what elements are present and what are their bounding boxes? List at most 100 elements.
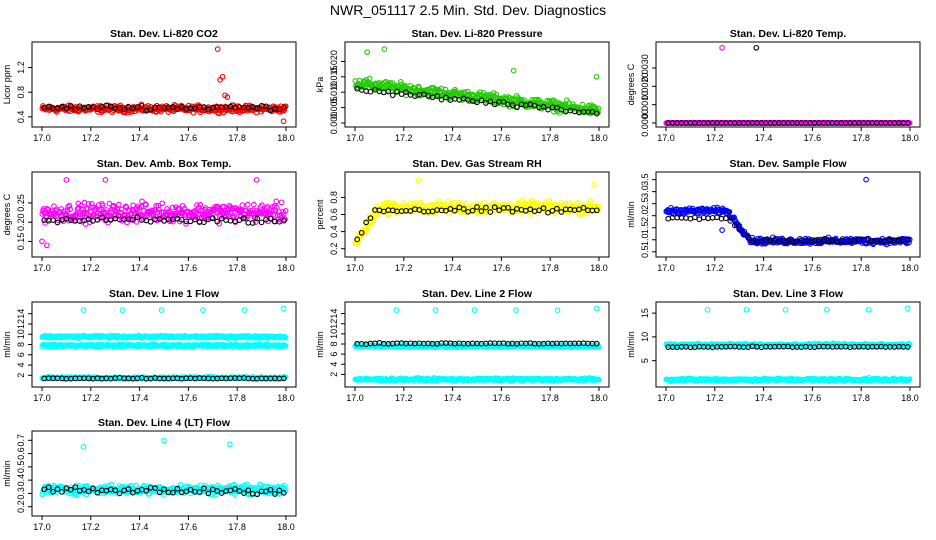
data-point	[138, 204, 145, 210]
data-point	[86, 219, 93, 226]
data-point	[153, 202, 160, 209]
y-tick-label: 0.25	[16, 194, 26, 212]
y-tick-label: 0.20	[16, 213, 26, 231]
x-tick-label: 17.0	[657, 393, 675, 403]
data-point	[415, 177, 422, 184]
y-tick-label: 1.2	[16, 61, 26, 74]
data-point	[705, 215, 711, 222]
data-point	[94, 106, 101, 113]
data-point	[367, 88, 374, 95]
x-tick-label: 17.6	[493, 263, 511, 273]
data-point	[753, 44, 760, 51]
x-tick-label: 17.0	[33, 263, 51, 273]
data-point	[416, 84, 422, 91]
y-tick-label: 8	[16, 342, 26, 347]
y-tick-label: 2.0	[640, 209, 650, 222]
y-tick-label: 8	[329, 341, 339, 346]
x-tick-label: 17.0	[33, 393, 51, 403]
y-tick-label: 0.015	[329, 66, 339, 89]
data-point	[394, 88, 400, 95]
data-point	[170, 104, 176, 110]
y-tick-label: 0.15	[16, 233, 26, 251]
data-point	[90, 104, 96, 111]
panel-title: Stan. Dev. Line 2 Flow	[422, 288, 533, 300]
data-point	[192, 216, 198, 223]
data-point	[280, 104, 287, 111]
y-tick-label: 6	[329, 352, 339, 357]
series-all	[663, 44, 913, 126]
x-tick-label: 17.8	[228, 393, 246, 403]
plot-frame	[344, 41, 610, 128]
data-point	[264, 204, 271, 210]
y-tick-label: 10	[329, 329, 339, 339]
y-tick-label: 3.5	[640, 173, 650, 186]
y-tick-label: 0.2	[329, 242, 339, 255]
x-tick-label: 17.4	[444, 393, 462, 403]
data-point	[244, 201, 251, 208]
x-tick-label: 17.2	[706, 133, 724, 143]
data-point	[116, 201, 122, 208]
x-tick-label: 17.6	[493, 133, 511, 143]
data-point	[149, 207, 155, 214]
x-tick-label: 17.8	[228, 133, 246, 143]
data-point	[183, 221, 189, 227]
data-point	[282, 207, 289, 214]
x-tick-label: 17.2	[82, 133, 100, 143]
data-point	[904, 120, 911, 126]
data-point	[280, 118, 287, 125]
x-tick-label: 17.2	[706, 393, 724, 403]
data-point	[61, 208, 67, 215]
data-point	[529, 197, 536, 204]
data-point	[282, 216, 288, 223]
x-tick-label: 18.0	[590, 263, 608, 273]
data-point	[432, 307, 439, 313]
data-point	[709, 214, 716, 221]
data-point	[445, 198, 452, 205]
x-tick-label: 17.0	[346, 263, 364, 273]
x-tick-label: 17.4	[444, 263, 462, 273]
data-point	[443, 94, 449, 101]
data-point	[214, 218, 221, 225]
x-tick-label: 17.0	[33, 133, 51, 143]
data-point	[593, 110, 600, 117]
y-tick-label: 0.6	[329, 208, 339, 221]
data-point	[88, 200, 95, 207]
data-point	[276, 106, 283, 113]
data-point	[714, 214, 720, 221]
y-axis-label: ml/min	[626, 331, 636, 358]
y-tick-label: 2	[329, 372, 339, 377]
data-point	[224, 94, 231, 100]
data-point	[258, 219, 265, 226]
data-point	[99, 202, 106, 209]
y-tick-label: 0.5	[640, 246, 650, 259]
x-tick-label: 17.8	[541, 263, 559, 273]
panel-4: Stan. Dev. Amb. Box Temp.degrees C17.0 17…	[2, 158, 297, 273]
data-point	[554, 307, 561, 313]
data-point	[72, 106, 79, 113]
panel-title: Stan. Dev. Sample Flow	[729, 158, 847, 170]
data-point	[545, 106, 551, 113]
data-point	[63, 105, 70, 112]
x-tick-label: 17.8	[228, 263, 246, 273]
data-point	[481, 199, 487, 206]
data-point	[158, 307, 165, 313]
data-point	[579, 101, 586, 108]
y-tick-label: 6	[16, 352, 26, 357]
x-tick-label: 17.6	[180, 263, 198, 273]
data-point	[147, 106, 154, 113]
x-tick-label: 17.0	[346, 393, 364, 403]
data-point	[39, 238, 45, 245]
data-point	[719, 44, 725, 51]
x-tick-label: 17.8	[541, 393, 559, 403]
y-axis-label: Licor ppm	[2, 65, 12, 105]
series-all	[39, 46, 289, 125]
data-point	[119, 307, 126, 313]
data-point	[431, 202, 438, 209]
data-point	[143, 201, 149, 208]
data-point	[510, 67, 517, 74]
y-tick-label: 0.4	[16, 111, 26, 124]
